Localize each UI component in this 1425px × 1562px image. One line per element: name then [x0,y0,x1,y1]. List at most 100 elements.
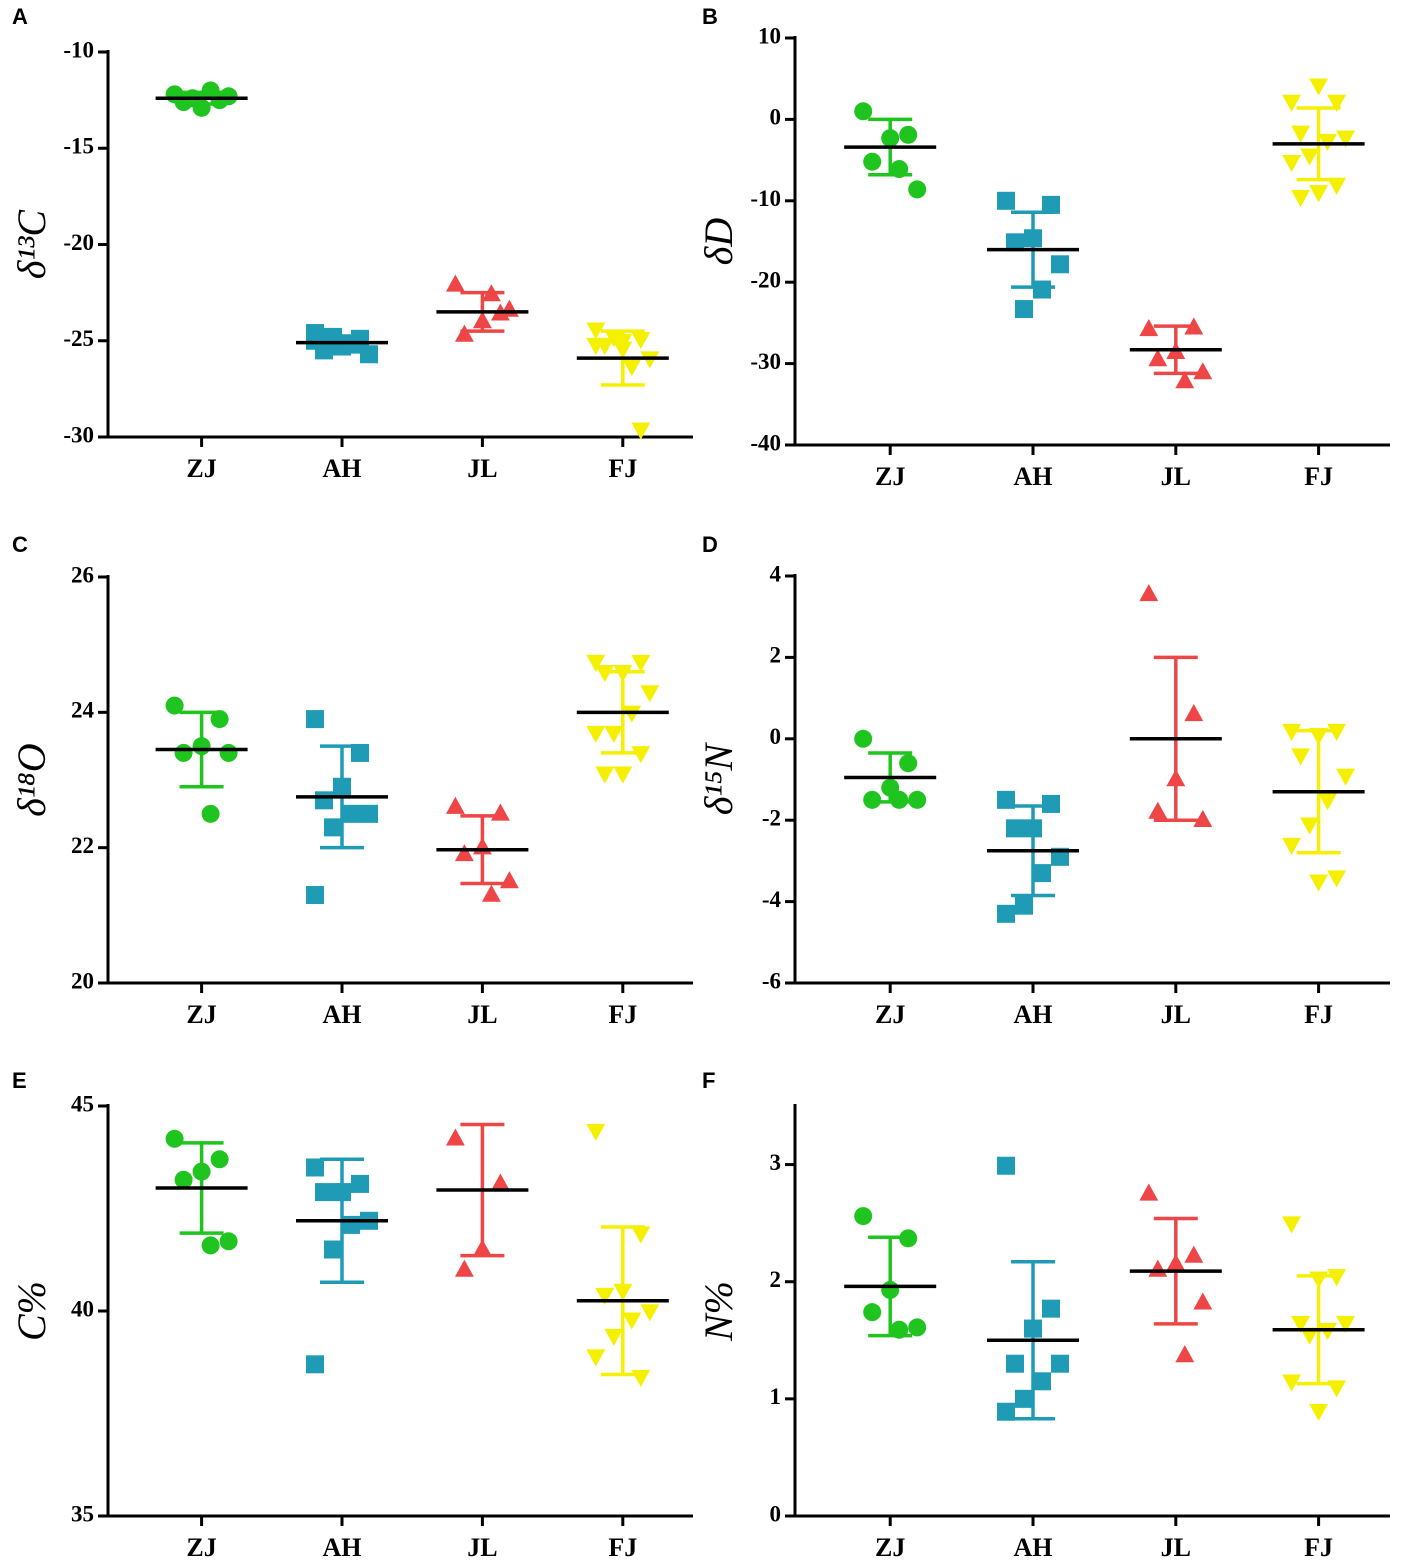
point [1300,1327,1320,1345]
point [899,125,918,144]
x-tick-label: JL [1161,462,1191,491]
panel: E C% 35 40 45 ZJ AH JL FJ [9,1068,693,1562]
y-axis-label: δ¹³C [9,209,54,280]
point [997,790,1015,809]
point [1327,177,1347,195]
point [445,274,465,292]
point [1006,1354,1024,1373]
point [174,1170,193,1189]
point [490,803,510,821]
point [997,1156,1015,1175]
point [586,337,606,355]
point [1184,704,1204,722]
point [1193,1292,1213,1310]
y-tick-label: 26 [71,562,94,587]
point [595,766,615,784]
point [342,1215,360,1234]
y-tick-label: 40 [71,1296,94,1321]
y-tick-label: 45 [71,1091,94,1116]
point [1309,78,1329,96]
point [1282,837,1302,855]
panel-label: F [702,1068,715,1093]
point [174,743,193,762]
point [640,685,660,703]
point [324,818,342,837]
y-axis-label: N% [696,1281,741,1342]
point [631,1369,651,1387]
y-tick-label: -30 [63,422,94,447]
y-tick-label: -4 [762,887,782,912]
y-tick-label: -2 [762,805,781,830]
point [586,725,606,743]
point [210,710,229,729]
point [640,1304,660,1322]
point [854,729,873,748]
x-tick-label: JL [467,1000,497,1029]
x-tick-label: ZJ [186,454,216,483]
point [219,87,238,106]
point [1291,748,1311,766]
point [360,804,378,823]
y-tick-label: 1 [770,1384,782,1409]
y-tick-label: 0 [770,105,782,130]
point [595,664,615,683]
point [622,705,642,723]
point [219,743,238,762]
point [997,904,1015,923]
point [1148,349,1168,367]
y-tick-label: -30 [750,349,781,374]
point [1282,723,1302,742]
point [1327,723,1347,742]
point [908,1318,927,1337]
panel-label: E [12,1068,27,1093]
x-tick-label: ZJ [875,1000,905,1029]
point [631,1226,651,1244]
point [219,1232,238,1251]
x-tick-label: ZJ [186,1000,216,1029]
point [306,886,324,905]
point [1015,896,1033,915]
x-tick-label: AH [323,454,362,483]
point [908,180,927,199]
point [1193,809,1213,827]
point [863,1303,882,1322]
y-tick-label: -10 [63,37,94,62]
point [1291,125,1311,143]
point [1051,255,1069,274]
point [306,331,324,350]
point [604,330,624,348]
point [201,81,220,100]
point [899,754,918,773]
y-axis-label: C% [9,1281,54,1341]
point [481,884,501,902]
x-tick-label: FJ [608,1000,637,1029]
y-axis-label: δ¹⁸O [9,743,54,816]
x-tick-label: JL [467,454,497,483]
x-tick-label: AH [1014,1533,1053,1562]
panel-label: C [12,532,28,557]
point [210,1150,229,1169]
point [454,1259,474,1277]
x-tick-label: JL [1161,1000,1191,1029]
point [1148,801,1168,819]
panel-label: A [12,4,28,29]
point [445,796,465,814]
point [1309,185,1329,203]
point [1184,1245,1204,1263]
y-axis-label: δD [696,218,741,266]
point [454,324,474,342]
point [631,654,651,672]
point [324,1240,342,1259]
y-tick-label: 0 [770,724,782,749]
point [613,766,633,784]
point [631,746,651,764]
point [1309,1403,1329,1421]
x-tick-label: JL [1161,1533,1191,1562]
point [1042,1299,1060,1318]
y-tick-label: -40 [750,430,781,455]
y-tick-label: 0 [770,1501,782,1526]
point [1139,319,1159,337]
